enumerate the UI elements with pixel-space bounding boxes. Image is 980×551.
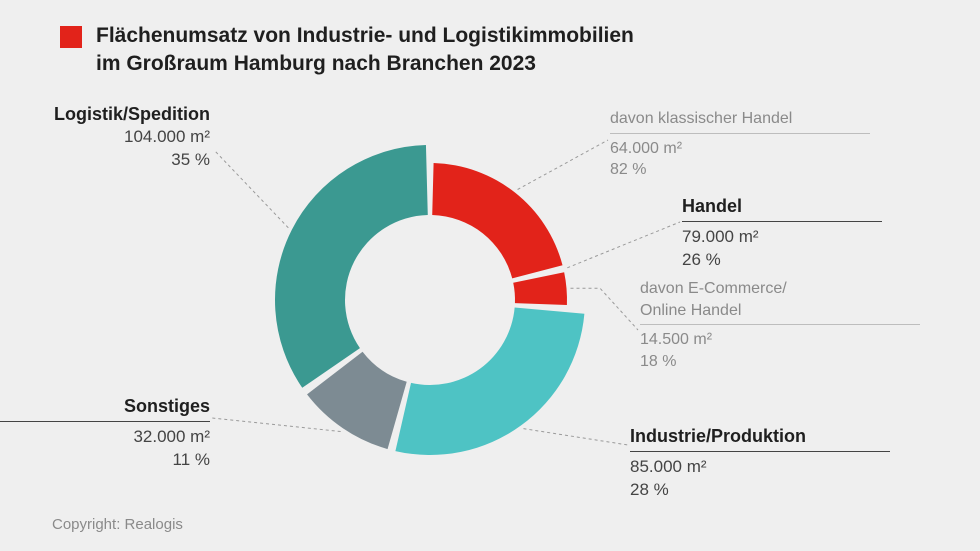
slice-handel_klassisch [432, 163, 562, 278]
label-ecom-pct: 18 % [640, 351, 920, 373]
slice-industrie [395, 308, 584, 455]
label-handel: Handel 79.000 m² 26 % [682, 194, 882, 272]
label-logistik-pct: 35 % [0, 149, 210, 172]
label-industrie: Industrie/Produktion 85.000 m² 28 % [630, 424, 890, 502]
label-sonstiges-name: Sonstiges [0, 394, 210, 418]
label-handel-klassisch: davon klassischer Handel 64.000 m² 82 % [610, 108, 870, 181]
leader-sonstiges [212, 418, 341, 432]
leader-logistik [214, 150, 288, 228]
label-klassisch-pct: 82 % [610, 159, 870, 181]
label-handel-area: 79.000 m² [682, 226, 882, 249]
label-sonstiges: Sonstiges 32.000 m² 11 % [0, 394, 210, 472]
slice-handel_ecom [513, 272, 567, 305]
label-ecom-name-2: Online Handel [640, 300, 920, 322]
slice-logistik [275, 145, 428, 388]
label-industrie-area: 85.000 m² [630, 456, 890, 479]
copyright-text: Copyright: Realogis [52, 516, 183, 533]
leader-handel [567, 222, 680, 268]
label-handel-name: Handel [682, 194, 882, 218]
label-industrie-name: Industrie/Produktion [630, 424, 890, 448]
label-logistik-area: 104.000 m² [0, 126, 210, 149]
label-klassisch-area: 64.000 m² [610, 138, 870, 160]
label-ecom-name-1: davon E-Commerce/ [640, 278, 920, 300]
label-handel-ecom: davon E-Commerce/ Online Handel 14.500 m… [640, 278, 920, 372]
label-sonstiges-area: 32.000 m² [0, 426, 210, 449]
label-logistik: Logistik/Spedition 104.000 m² 35 % [0, 102, 210, 172]
label-ecom-area: 14.500 m² [640, 329, 920, 351]
label-handel-pct: 26 % [682, 249, 882, 272]
label-industrie-pct: 28 % [630, 479, 890, 502]
leader-industrie [523, 429, 628, 445]
leader-handel_klassisch [518, 140, 608, 189]
label-klassisch-name: davon klassischer Handel [610, 108, 870, 130]
label-logistik-name: Logistik/Spedition [0, 102, 210, 126]
label-sonstiges-pct: 11 % [0, 449, 210, 472]
